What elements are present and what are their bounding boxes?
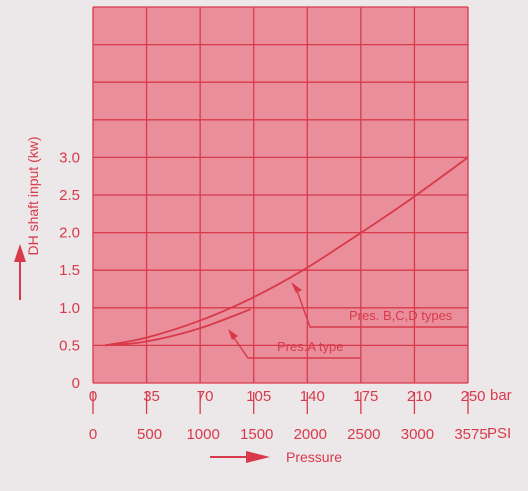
y-axis-label: DH shaft input (kw) [25,136,41,255]
annotation-bcd: Pres. B,C,D types [291,282,468,328]
x-unit-bar: bar [490,387,512,404]
x-tick-label-bar: 70 [197,388,214,405]
x-tick-label-bar: 175 [353,388,378,405]
x-tick-label-psi: 500 [137,426,162,443]
y-tick-label: 2.0 [59,225,80,242]
x-tick-label-psi: 1000 [186,426,219,443]
x-tick-label-psi: 2000 [294,426,327,443]
x-tick-label-bar: 35 [143,388,160,405]
x-tick-label-bar: 210 [407,388,432,405]
x-axis-label: Pressure [286,449,342,465]
x-tick-label-psi: 0 [89,426,97,443]
y-tick-label: 1.5 [59,262,80,279]
x-tick-label-psi: 3000 [401,426,434,443]
y-tick-label: 0.5 [59,337,80,354]
x-unit-psi: PSI [487,425,511,442]
annotation-a: Pres.A type [228,329,360,359]
x-tick-label-bar: 0 [89,388,97,405]
y-tick-labels: 0 0.5 1.0 1.5 2.0 2.5 3.0 [59,149,80,392]
series-line-a [104,308,251,347]
y-tick-label: 1.0 [59,300,80,317]
x-tick-label-bar: 105 [246,388,271,405]
y-tick-label: 3.0 [59,149,80,166]
x-tick-label-bar: 140 [300,388,325,405]
grid-lines [92,6,469,384]
y-axis-title: DH shaft input (kw) [25,136,41,255]
series-label-bcd: Pres. B,C,D types [349,308,453,323]
y-tick-label: 0 [72,375,80,392]
y-tick-label: 2.5 [59,187,80,204]
x-axis-arrow [210,451,270,463]
x-tick-labels-bar: 0 35 70 105 140 175 210 250 [89,388,486,414]
series-line-bcd [104,156,469,347]
x-tick-label-psi: 1500 [240,426,273,443]
series-label-a: Pres.A type [277,339,343,354]
y-axis-arrow [14,244,26,300]
x-tick-labels-psi: 0 500 1000 1500 2000 2500 3000 3575 [89,426,488,443]
series-lines [104,156,469,347]
x-tick-label-psi: 2500 [347,426,380,443]
x-tick-label-psi: 3575 [454,426,487,443]
x-tick-label-bar: 250 [460,388,485,405]
